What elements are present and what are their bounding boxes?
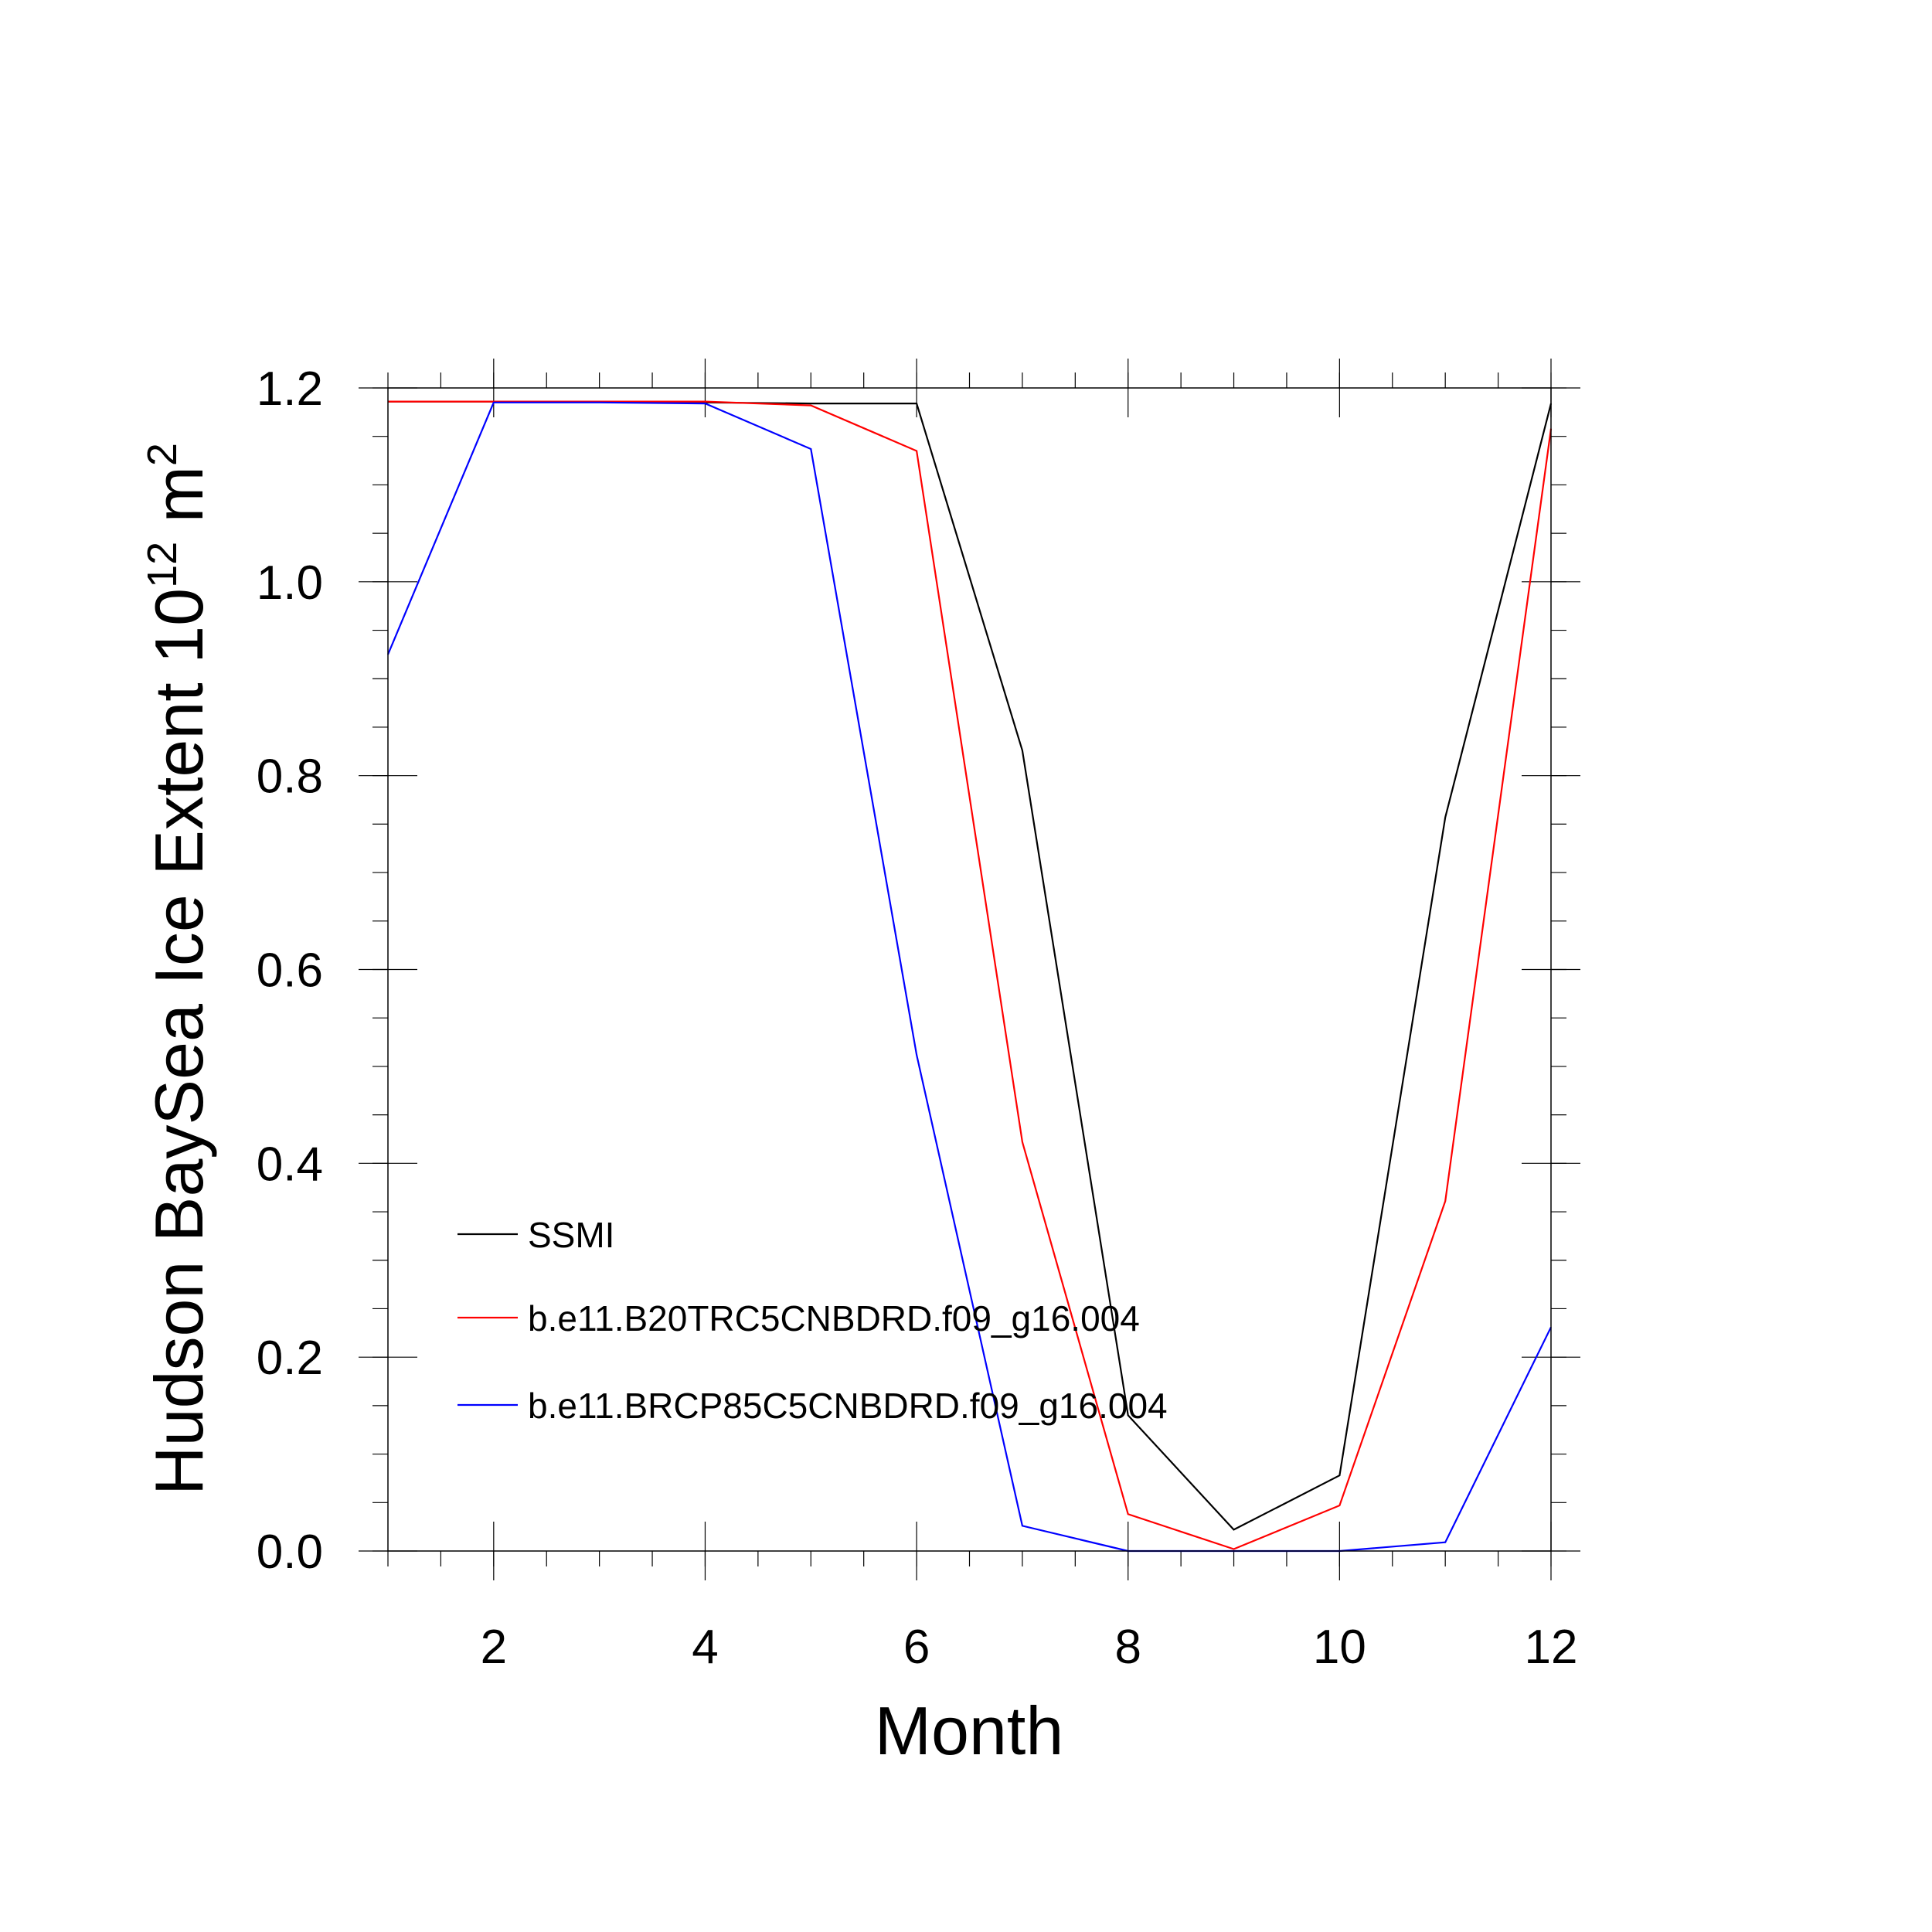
y-axis-label-exp1: 12 (139, 542, 185, 588)
series-line-b-e11-brcp85c5cnbdrd-f09-g16-004 (386, 401, 1552, 1553)
series-layer (386, 400, 1553, 1553)
x-tick-label: 12 (1525, 1621, 1578, 1674)
y-axis-label-prefix: Hudson BaySea Ice Extent 10 (141, 588, 217, 1495)
x-tick-label: 4 (692, 1621, 718, 1674)
series-line-ssmi (388, 400, 1553, 1531)
x-tick-label: 2 (481, 1621, 507, 1674)
y-tick-label: 1.2 (257, 362, 323, 416)
x-tick-label: 6 (903, 1621, 930, 1674)
legend: SSMI b.e11.B20TRC5CNBDRD.f09_g16.004 b.e11… (457, 1215, 1168, 1426)
y-tick-label: 0.6 (257, 944, 323, 998)
plot-frame (387, 387, 1552, 1552)
y-tick-label: 0.2 (257, 1332, 323, 1385)
x-tick-labels: 2 4 6 8 10 12 (481, 1621, 1578, 1674)
x-tick-label: 10 (1313, 1621, 1366, 1674)
legend-label: SSMI (528, 1215, 614, 1255)
legend-label: b.e11.B20TRC5CNBDRD.f09_g16.004 (528, 1298, 1140, 1338)
legend-label: b.e11.BRCP85C5CNBDRD.f09_g16.004 (528, 1386, 1168, 1426)
y-axis-label-unit: m (141, 466, 217, 542)
y-axis-label-exp2: 2 (139, 443, 185, 466)
series-line-b-e11-b20trc5cnbdrd-f09-g16-004 (388, 400, 1553, 1550)
y-tick-label: 0.4 (257, 1138, 323, 1191)
x-tick-label: 8 (1114, 1621, 1141, 1674)
y-tick-label: 0.8 (257, 750, 323, 804)
y-tick-label: 1.0 (257, 556, 323, 610)
y-tick-label: 0.0 (257, 1526, 323, 1579)
y-tick-labels: 0.0 0.2 0.4 0.6 0.8 1.0 1.2 (257, 362, 323, 1579)
y-axis-label: Hudson BaySea Ice Extent 1012 m2 (139, 443, 217, 1495)
x-axis-label: Month (875, 1692, 1064, 1769)
